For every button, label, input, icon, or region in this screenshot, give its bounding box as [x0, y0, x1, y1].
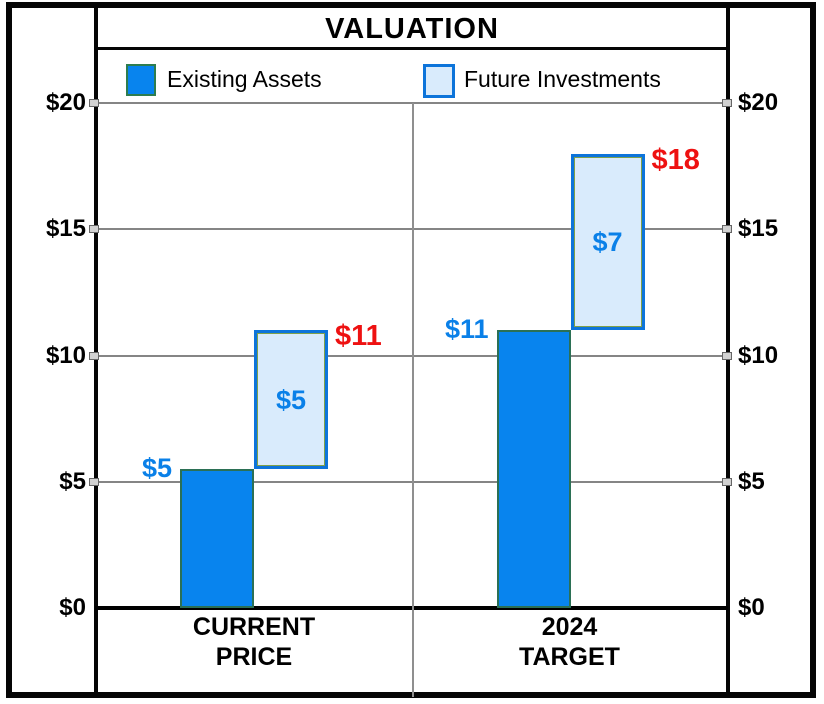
y-axis-label-left: $5: [59, 467, 86, 495]
y-axis-label-right: $10: [738, 341, 779, 369]
y-axis-label-left: $15: [45, 215, 86, 243]
gridline: [95, 480, 728, 483]
bar-future-investments: [570, 153, 645, 331]
gridline: [95, 102, 728, 104]
category-line-2: TARGET: [519, 643, 620, 671]
legend-label-existing-assets: Existing Assets: [167, 66, 322, 92]
category-line-1: 2024: [541, 613, 598, 641]
gridline-handle: [89, 99, 99, 107]
y-axis-label-left: $0: [59, 594, 86, 621]
gridline-handle: [722, 225, 732, 234]
chart-frame-left-line: [94, 4, 98, 696]
chart-title: VALUATION: [325, 13, 499, 45]
gridline-handle: [89, 351, 99, 360]
y-axis-label-left: $10: [45, 341, 86, 369]
category-label-current-price: CURRENT PRICE: [95, 612, 413, 672]
total-value-label: $11: [335, 320, 382, 353]
gridline-handle: [89, 477, 99, 486]
category-label-2024-target: 2024 TARGET: [413, 612, 726, 672]
gridline-handle: [722, 477, 732, 486]
y-axis-label-right: $20: [738, 89, 779, 116]
y-axis-label-left: $20: [45, 89, 86, 116]
gridline: [95, 228, 728, 231]
chart-frame-right-line: [726, 4, 730, 696]
gridline-handle: [722, 351, 732, 360]
legend-swatch-existing-assets: [126, 64, 156, 96]
x-axis-baseline: [95, 606, 728, 610]
gridline: [95, 354, 728, 357]
bar-future-investments: [254, 330, 328, 470]
total-value-label: $18: [651, 143, 700, 176]
bar-existing-assets: [496, 330, 571, 608]
segment-value-label: $5: [141, 453, 172, 484]
segment-value-label: $7: [592, 226, 623, 257]
gridline-handle: [722, 99, 732, 107]
y-axis-label-right: $0: [738, 594, 765, 621]
legend-label-future-investments: Future Investments: [464, 66, 661, 92]
category-line-1: CURRENT: [192, 613, 316, 641]
gridline-handle: [89, 225, 99, 234]
category-line-2: PRICE: [215, 643, 293, 671]
y-axis-label-right: $15: [738, 215, 779, 243]
title-separator-line: [94, 47, 730, 50]
bar-existing-assets: [180, 469, 254, 608]
outer-border: [6, 2, 816, 698]
legend-swatch-future-investments: [423, 64, 455, 98]
y-axis-label-right: $5: [738, 467, 765, 495]
category-separator-line: [412, 103, 414, 697]
segment-value-label: $11: [444, 314, 489, 345]
segment-value-label: $5: [275, 384, 307, 415]
